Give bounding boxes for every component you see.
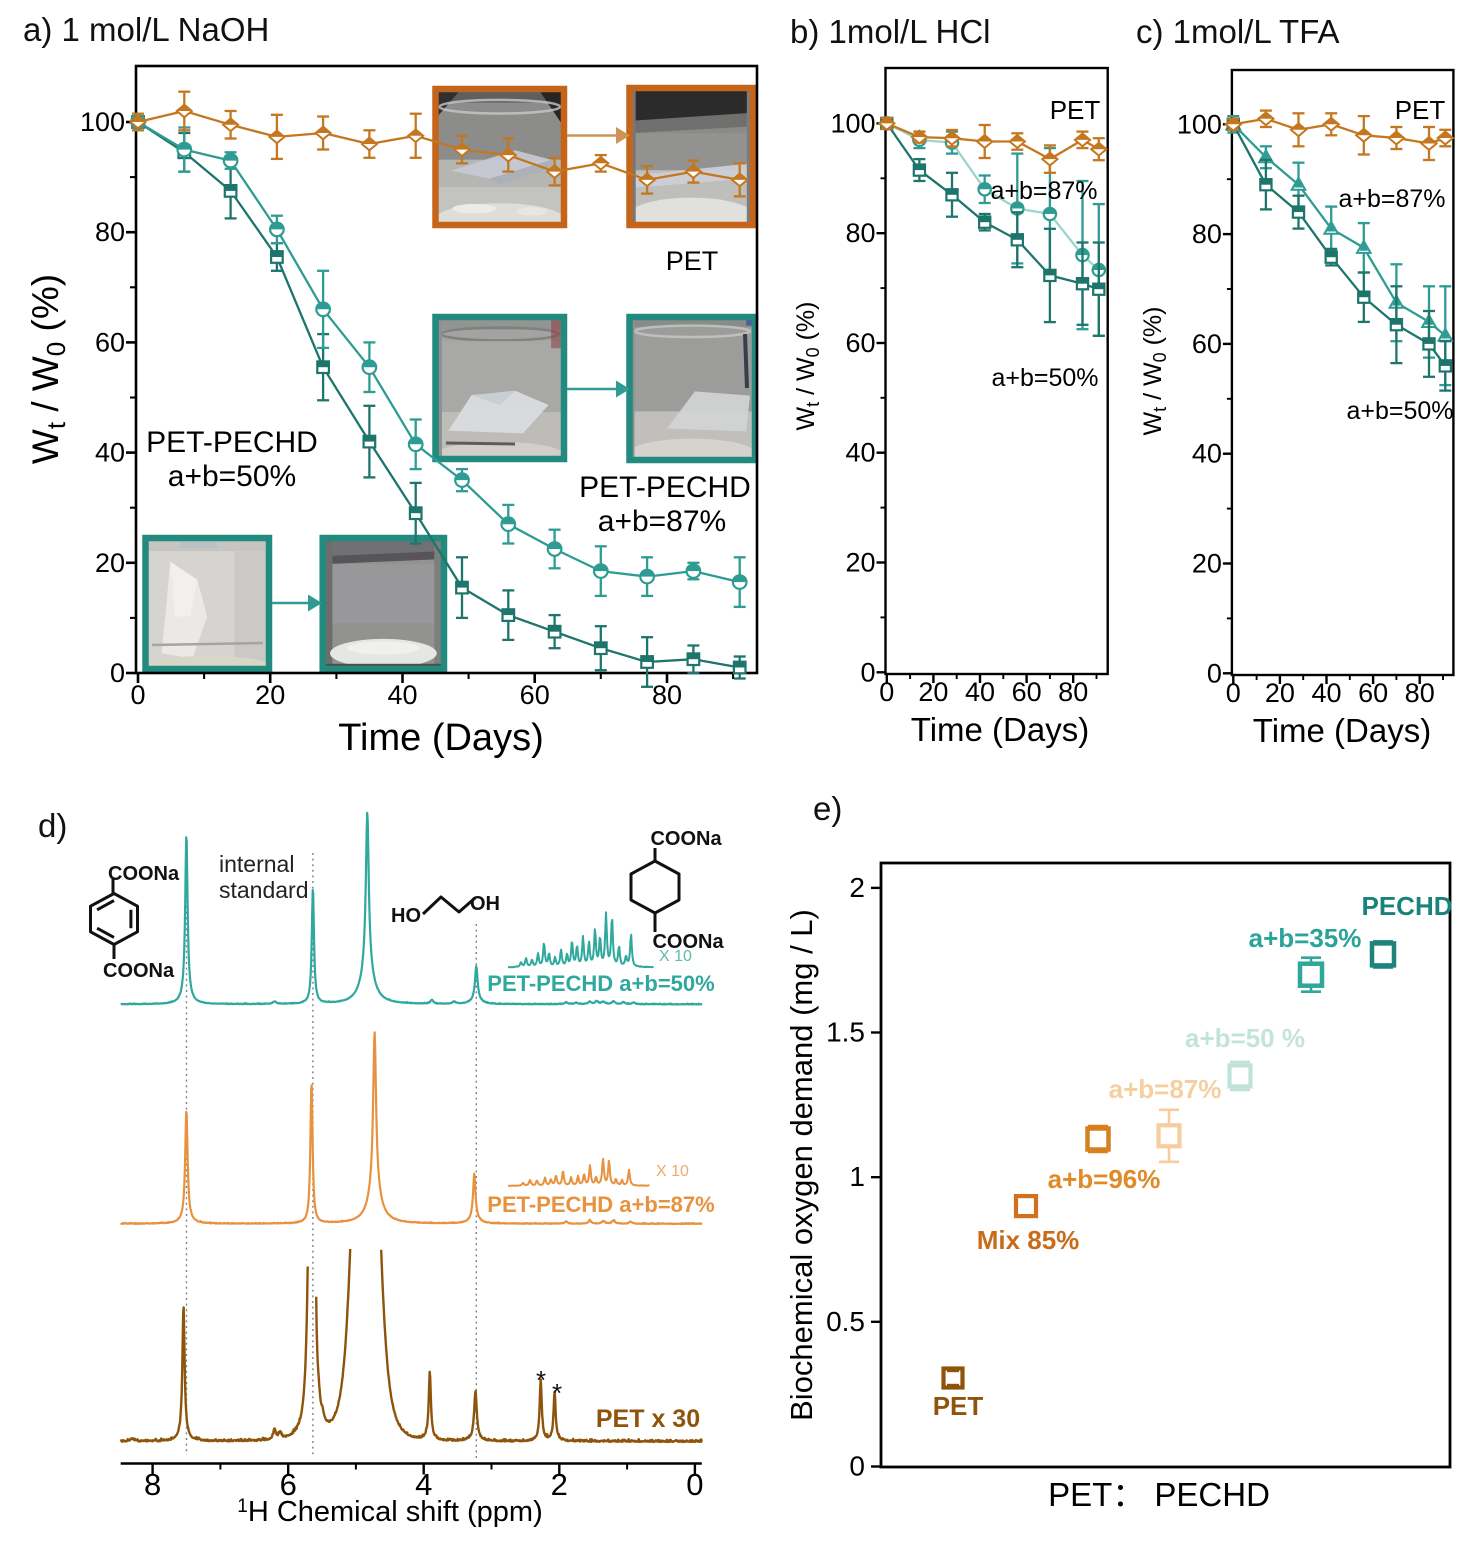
svg-text:internal: internal <box>219 851 294 877</box>
svg-text:0: 0 <box>860 657 875 687</box>
svg-text:1H Chemical shift (ppm): 1H Chemical shift (ppm) <box>237 1496 542 1528</box>
svg-text:a+b=50%: a+b=50% <box>168 460 296 493</box>
svg-text:20: 20 <box>255 680 285 710</box>
svg-text:60: 60 <box>1192 329 1222 359</box>
svg-text:20: 20 <box>1192 549 1222 579</box>
svg-text:PET: PET <box>1050 95 1101 125</box>
svg-text:0: 0 <box>1226 678 1241 708</box>
svg-text:80: 80 <box>1192 219 1222 249</box>
svg-text:0: 0 <box>1207 658 1222 688</box>
svg-text:1: 1 <box>849 1161 865 1192</box>
svg-text:b) 1mol/L HCl: b) 1mol/L HCl <box>790 13 991 50</box>
svg-text:80: 80 <box>845 218 875 248</box>
svg-text:60: 60 <box>95 327 125 357</box>
svg-text:100: 100 <box>830 108 875 138</box>
svg-text:100: 100 <box>1177 109 1222 139</box>
svg-text:e): e) <box>813 790 842 827</box>
svg-text:60: 60 <box>520 680 550 710</box>
svg-text:a+b=35%: a+b=35% <box>1249 923 1362 953</box>
svg-text:60: 60 <box>1012 677 1042 707</box>
svg-text:Biochemical oxygen demand (mg: Biochemical oxygen demand (mg / L) <box>784 909 819 1421</box>
svg-text:PET x 30: PET x 30 <box>596 1405 700 1433</box>
svg-text:a+b=50%: a+b=50% <box>1346 397 1453 425</box>
svg-text:PET-PECHD: PET-PECHD <box>579 471 751 504</box>
svg-text:X 10: X 10 <box>659 948 692 965</box>
svg-text:a+b=87%: a+b=87% <box>598 505 726 538</box>
svg-text:PET： PECHD: PET： PECHD <box>1048 1476 1270 1513</box>
svg-text:2: 2 <box>849 872 865 903</box>
svg-text:OH: OH <box>470 893 500 915</box>
svg-text:PET: PET <box>933 1391 984 1421</box>
svg-text:100: 100 <box>80 107 125 137</box>
svg-text:0: 0 <box>686 1467 703 1502</box>
svg-text:40: 40 <box>387 680 417 710</box>
svg-text:0: 0 <box>849 1451 865 1482</box>
svg-text:Time (Days): Time (Days) <box>338 717 543 759</box>
svg-text:a+b=50%: a+b=50% <box>991 364 1098 392</box>
svg-text:0: 0 <box>110 658 125 688</box>
svg-text:*: * <box>552 1378 562 1408</box>
svg-text:PET: PET <box>666 246 719 276</box>
svg-text:40: 40 <box>1311 678 1341 708</box>
svg-text:80: 80 <box>1058 677 1088 707</box>
svg-text:0: 0 <box>879 677 894 707</box>
svg-text:40: 40 <box>965 677 995 707</box>
svg-text:80: 80 <box>1405 678 1435 708</box>
svg-text:HO: HO <box>391 905 421 927</box>
svg-text:6: 6 <box>280 1467 297 1502</box>
svg-text:a+b=87%: a+b=87% <box>1109 1074 1222 1104</box>
svg-text:COONa: COONa <box>108 863 180 885</box>
svg-text:PET: PET <box>1395 95 1446 125</box>
svg-text:80: 80 <box>652 680 682 710</box>
svg-text:COONa: COONa <box>103 960 175 982</box>
svg-text:0: 0 <box>130 680 145 710</box>
svg-text:PECHD: PECHD <box>1361 891 1452 921</box>
svg-text:40: 40 <box>95 438 125 468</box>
svg-text:40: 40 <box>845 438 875 468</box>
svg-text:a+b=96%: a+b=96% <box>1048 1164 1161 1194</box>
svg-text:a+b=87%: a+b=87% <box>990 177 1097 205</box>
svg-text:COONa: COONa <box>650 828 722 850</box>
svg-text:60: 60 <box>1358 678 1388 708</box>
svg-text:40: 40 <box>1192 439 1222 469</box>
svg-text:0.5: 0.5 <box>826 1306 865 1337</box>
svg-text:4: 4 <box>415 1467 432 1502</box>
svg-text:d): d) <box>38 807 67 844</box>
svg-text:1.5: 1.5 <box>826 1017 865 1048</box>
svg-text:PET-PECHD a+b=50%: PET-PECHD a+b=50% <box>487 971 714 996</box>
svg-text:Wt / W0 (%): Wt / W0 (%) <box>1139 307 1170 436</box>
svg-text:a) 1 mol/L NaOH: a) 1 mol/L NaOH <box>23 11 269 48</box>
svg-text:PET-PECHD: PET-PECHD <box>146 426 318 459</box>
svg-text:PET-PECHD a+b=87%: PET-PECHD a+b=87% <box>487 1192 714 1217</box>
svg-text:8: 8 <box>144 1467 161 1502</box>
svg-text:c) 1mol/L TFA: c) 1mol/L TFA <box>1136 13 1340 50</box>
svg-text:COONa: COONa <box>652 931 724 953</box>
svg-text:Wt / W0 (%): Wt / W0 (%) <box>25 274 71 464</box>
svg-text:20: 20 <box>918 677 948 707</box>
svg-text:20: 20 <box>1265 678 1295 708</box>
svg-text:Time (Days): Time (Days) <box>1253 712 1431 749</box>
svg-text:60: 60 <box>845 328 875 358</box>
svg-text:Time (Days): Time (Days) <box>911 711 1089 748</box>
svg-text:Wt / W0 (%): Wt / W0 (%) <box>792 302 823 431</box>
svg-text:80: 80 <box>95 217 125 247</box>
svg-text:Mix 85%: Mix 85% <box>977 1225 1080 1255</box>
svg-text:a+b=87%: a+b=87% <box>1338 185 1445 213</box>
svg-text:a+b=50 %: a+b=50 % <box>1185 1023 1305 1053</box>
svg-text:standard: standard <box>219 877 309 903</box>
svg-text:X 10: X 10 <box>656 1163 689 1180</box>
svg-text:20: 20 <box>95 548 125 578</box>
svg-text:20: 20 <box>845 548 875 578</box>
svg-text:*: * <box>536 1365 546 1395</box>
svg-text:2: 2 <box>551 1467 568 1502</box>
